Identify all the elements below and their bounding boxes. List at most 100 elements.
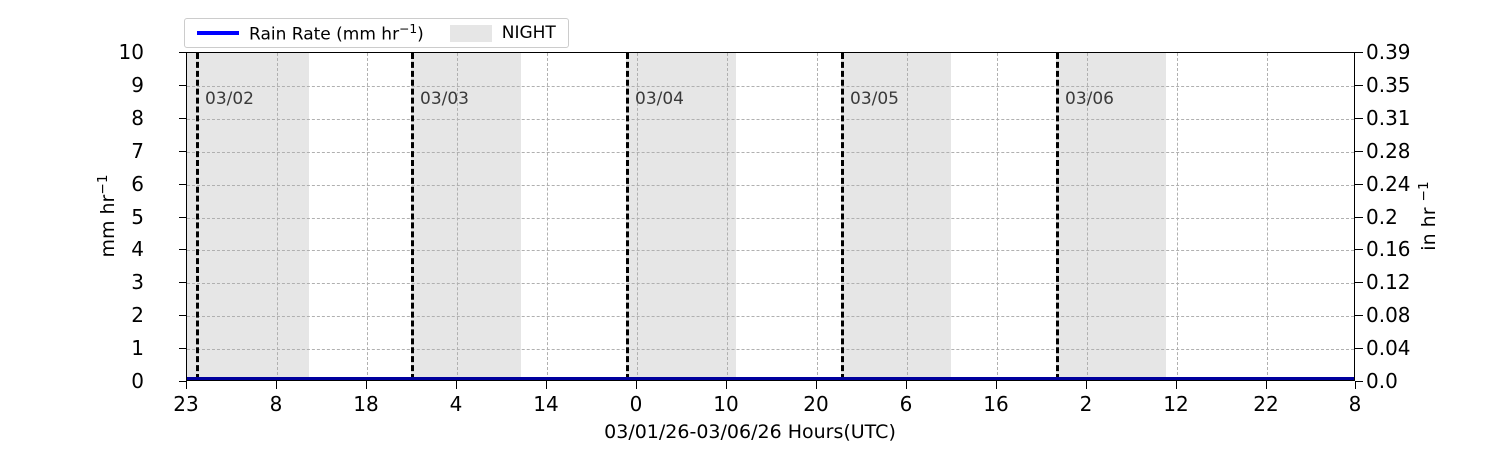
night-band <box>626 53 736 380</box>
day-label-0302: 03/02 <box>205 89 254 109</box>
night-band <box>841 53 951 380</box>
x-tick-label: 4 <box>449 392 463 416</box>
gridline-vertical <box>457 53 458 380</box>
gridline-vertical <box>367 53 368 380</box>
x-tick-label: 8 <box>1348 392 1362 416</box>
day-boundary-line <box>1056 53 1059 380</box>
y-tick-mark-left <box>179 282 187 284</box>
night-band <box>411 53 521 380</box>
y-tick-mark-left <box>179 249 187 251</box>
x-tick-mark <box>546 381 547 389</box>
day-boundary-line <box>841 53 844 380</box>
gridline-horizontal <box>187 316 1354 318</box>
y-axis-title-left: mm hr−1 <box>94 174 120 258</box>
x-tick-mark <box>366 381 367 389</box>
x-tick-mark <box>996 381 997 389</box>
gridline-vertical <box>817 53 818 380</box>
y-tick-mark-right <box>1355 216 1363 218</box>
y-tick-label-left: 3 <box>131 270 144 295</box>
y-tick-label-left: 7 <box>131 138 144 163</box>
y-tick-label-right: 0.24 <box>1366 171 1411 196</box>
gridline-vertical <box>1267 53 1268 380</box>
x-tick-mark <box>636 381 637 389</box>
night-band <box>187 53 309 380</box>
x-tick-label: 10 <box>713 392 739 416</box>
y-tick-mark-right <box>1355 117 1363 119</box>
gridline-vertical <box>637 53 638 380</box>
y-tick-mark-left <box>179 381 187 382</box>
y-tick-mark-left <box>179 183 187 185</box>
day-label-0305: 03/05 <box>850 89 899 109</box>
y-tick-mark-left <box>179 315 187 317</box>
gridline-vertical <box>1087 53 1088 380</box>
night-band <box>1056 53 1166 380</box>
y-tick-label-right: 0.31 <box>1366 105 1411 130</box>
y-tick-label-right: 0.28 <box>1366 138 1411 163</box>
y-tick-mark-left <box>179 117 187 119</box>
gridline-vertical <box>907 53 908 380</box>
y-tick-label-left: 5 <box>131 204 144 229</box>
y-tick-label-right: 0.0 <box>1366 369 1398 393</box>
x-tick-mark <box>816 381 817 389</box>
y-tick-label-right: 0.12 <box>1366 270 1411 295</box>
x-tick-mark <box>456 381 457 389</box>
x-tick-label: 14 <box>533 392 559 416</box>
legend-entry-rain-rate[interactable]: Rain Rate (mm hr−1) <box>197 21 424 45</box>
gridline-horizontal <box>187 283 1354 285</box>
day-label-0303: 03/03 <box>420 89 469 109</box>
rain-rate-series-line <box>187 377 1354 380</box>
gridline-horizontal <box>187 151 1354 153</box>
y-tick-label-right: 0.2 <box>1366 204 1398 229</box>
gridline-horizontal <box>187 118 1354 120</box>
gridline-vertical <box>727 53 728 380</box>
gridline-vertical <box>547 53 548 380</box>
legend-entry-night[interactable]: NIGHT <box>424 23 556 43</box>
y-tick-label-left: 0 <box>131 369 144 393</box>
x-tick-label: 8 <box>269 392 283 416</box>
y-tick-mark-right <box>1355 282 1363 284</box>
x-tick-mark <box>1086 381 1087 389</box>
y-tick-label-left: 1 <box>131 336 144 361</box>
y-tick-mark-right <box>1355 348 1363 350</box>
y-tick-mark-right <box>1355 84 1363 86</box>
y-tick-label-left: 8 <box>131 105 144 130</box>
x-tick-label: 12 <box>1163 392 1189 416</box>
legend-line-swatch-icon <box>197 31 239 35</box>
y-axis-title-right: in hr −1 <box>1415 181 1441 251</box>
gridline-horizontal <box>187 349 1354 351</box>
y-tick-label-right: 0.08 <box>1366 303 1411 328</box>
x-tick-label: 6 <box>899 392 913 416</box>
x-tick-mark <box>906 381 907 389</box>
y-tick-mark-left <box>179 52 187 53</box>
x-tick-mark <box>186 381 187 389</box>
plot-area: 03/02 03/03 03/04 03/05 03/06 <box>186 52 1355 381</box>
y-tick-label-left: 10 <box>118 40 144 64</box>
x-tick-mark <box>276 381 277 389</box>
x-tick-mark <box>1266 381 1267 389</box>
x-tick-mark <box>726 381 727 389</box>
gridline-horizontal <box>187 250 1354 252</box>
y-tick-mark-left <box>179 348 187 350</box>
day-label-0304: 03/04 <box>635 89 684 109</box>
day-boundary-line <box>196 53 199 380</box>
day-boundary-line <box>411 53 414 380</box>
y-tick-mark-right <box>1355 150 1363 152</box>
x-tick-mark <box>1355 381 1356 389</box>
y-tick-mark-right <box>1355 183 1363 185</box>
x-tick-label: 18 <box>353 392 379 416</box>
y-tick-label-left: 4 <box>131 237 144 262</box>
chart-legend[interactable]: Rain Rate (mm hr−1) NIGHT <box>184 18 569 48</box>
y-tick-mark-right <box>1355 315 1363 317</box>
legend-label-rain-rate: Rain Rate (mm hr−1) <box>249 21 424 45</box>
y-tick-mark-right <box>1355 249 1363 251</box>
gridline-horizontal <box>187 85 1354 87</box>
gridline-vertical <box>277 53 278 380</box>
gridline-vertical <box>1177 53 1178 380</box>
y-tick-label-left: 2 <box>131 303 144 328</box>
y-tick-mark-left <box>179 150 187 152</box>
x-tick-label: 22 <box>1253 392 1279 416</box>
y-tick-mark-left <box>179 216 187 218</box>
y-tick-mark-right <box>1355 381 1363 382</box>
y-tick-label-right: 0.39 <box>1366 40 1411 64</box>
